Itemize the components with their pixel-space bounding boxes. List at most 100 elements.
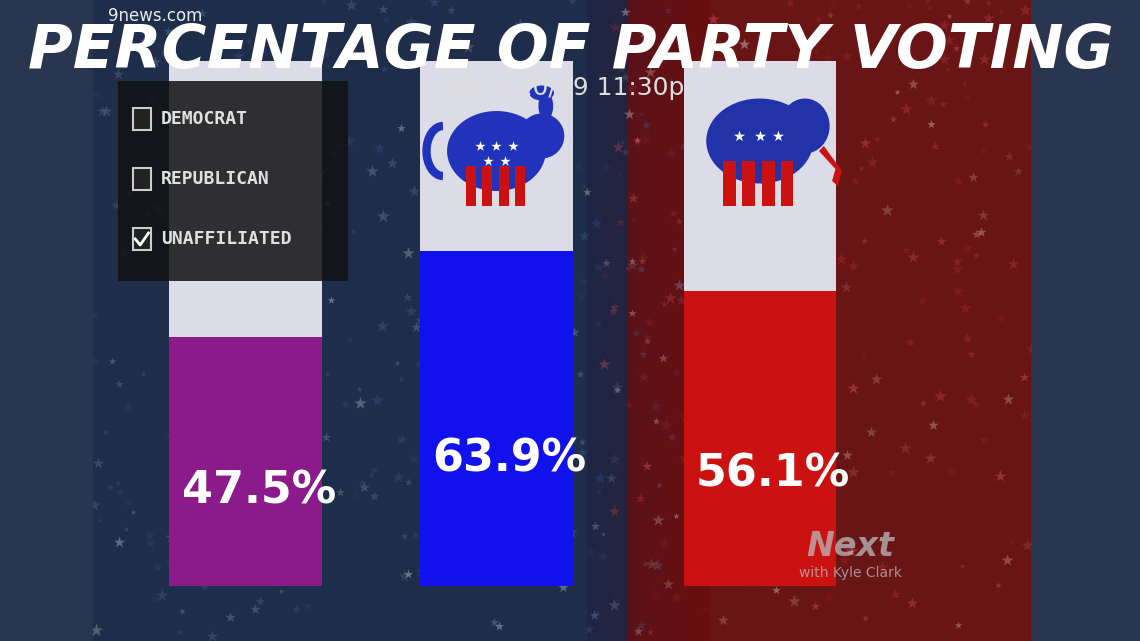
Point [921, 453, 939, 463]
Point [691, 128, 709, 138]
Point [477, 396, 495, 406]
Point [681, 122, 699, 133]
Point [855, 236, 873, 246]
Text: 63.9%: 63.9% [433, 437, 587, 480]
Point [670, 279, 689, 290]
Point [149, 104, 168, 115]
Point [399, 477, 417, 487]
Point [251, 422, 269, 432]
Bar [702, 0, 710, 641]
Point [388, 358, 406, 369]
Point [681, 517, 699, 528]
Point [920, 3, 938, 13]
Point [350, 384, 368, 394]
Point [608, 382, 626, 392]
Point [618, 263, 636, 273]
Point [92, 106, 111, 116]
Point [235, 235, 253, 246]
Bar [694, 0, 702, 641]
Point [425, 0, 443, 6]
Point [732, 217, 750, 228]
Text: 56.1%: 56.1% [695, 453, 850, 495]
Point [710, 63, 728, 73]
Point [708, 313, 726, 323]
Point [117, 524, 136, 534]
Point [426, 187, 445, 197]
Polygon shape [819, 146, 842, 186]
Point [559, 255, 577, 265]
Point [918, 0, 936, 6]
Point [471, 141, 489, 151]
Point [633, 263, 651, 274]
Point [259, 146, 277, 156]
Ellipse shape [538, 92, 553, 120]
Point [679, 146, 698, 156]
Point [458, 522, 477, 532]
Point [393, 434, 412, 444]
Point [735, 38, 754, 49]
Point [837, 282, 855, 292]
Point [731, 400, 749, 410]
Point [390, 435, 408, 445]
Point [298, 601, 316, 611]
Point [979, 13, 998, 23]
Point [756, 389, 774, 399]
Point [195, 581, 213, 592]
Point [120, 498, 138, 508]
Point [624, 215, 642, 226]
Point [264, 281, 283, 292]
Point [321, 295, 340, 305]
Point [166, 129, 185, 139]
Point [923, 420, 942, 430]
Point [336, 399, 355, 409]
Point [637, 134, 656, 144]
Point [272, 586, 291, 596]
Point [87, 625, 105, 635]
Point [903, 598, 921, 608]
Point [662, 432, 681, 442]
Point [807, 47, 825, 57]
Point [736, 528, 755, 538]
Point [135, 369, 153, 379]
Point [781, 428, 799, 438]
Point [543, 354, 561, 365]
Point [896, 442, 914, 453]
Point [486, 171, 504, 181]
Point [795, 385, 813, 395]
Point [634, 349, 652, 359]
Point [111, 379, 129, 389]
Point [928, 34, 946, 44]
Point [662, 76, 681, 87]
Point [375, 63, 393, 74]
Point [613, 137, 632, 147]
Point [800, 135, 819, 145]
Point [705, 14, 723, 24]
Point [608, 385, 626, 395]
Point [953, 560, 971, 570]
Point [486, 558, 504, 568]
Point [103, 356, 121, 366]
Point [445, 263, 463, 274]
Point [797, 552, 815, 562]
Bar [620, 0, 628, 641]
Point [781, 0, 799, 8]
Bar [653, 0, 661, 641]
Point [1003, 259, 1021, 269]
Point [279, 347, 298, 357]
Point [446, 229, 464, 239]
Point [921, 95, 939, 105]
Point [975, 146, 993, 156]
Point [571, 369, 589, 379]
Point [846, 176, 864, 186]
Point [591, 473, 609, 483]
Point [636, 459, 654, 469]
Point [904, 79, 922, 89]
Point [763, 117, 781, 127]
Point [838, 537, 856, 547]
Point [686, 85, 705, 95]
Point [807, 224, 825, 234]
Point [620, 109, 638, 119]
Point [290, 556, 308, 567]
Point [560, 137, 578, 147]
Point [670, 215, 689, 226]
